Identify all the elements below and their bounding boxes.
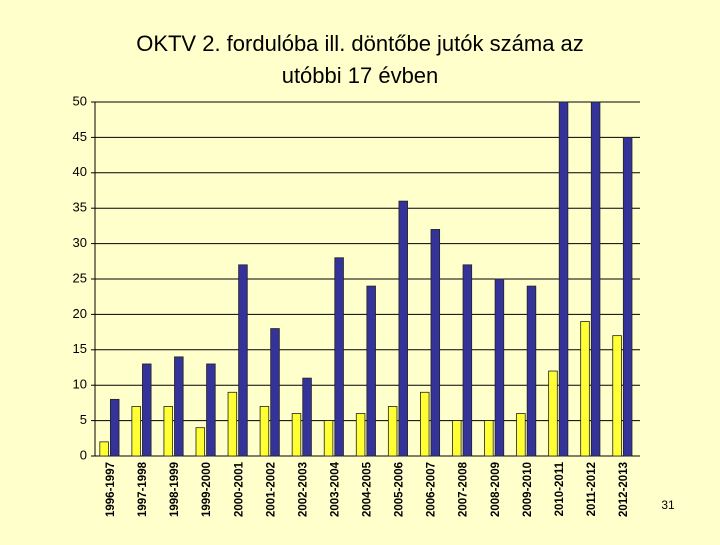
bar	[419, 391, 430, 457]
bar	[516, 413, 526, 457]
bar	[163, 406, 173, 457]
y-tick-label: 35	[73, 200, 87, 215]
bar	[612, 335, 622, 457]
x-tick-label: 2011-2012	[586, 462, 598, 516]
x-tick-label: 2007-2008	[458, 461, 470, 517]
bar	[334, 257, 344, 457]
bar	[291, 413, 302, 457]
x-tick-label: 2010-2011	[554, 461, 566, 516]
y-tick-label: 40	[73, 164, 87, 179]
y-tick-label: 20	[73, 306, 87, 321]
bar	[558, 101, 569, 457]
x-tick-label: 1998-1999	[169, 462, 181, 517]
x-tick-label: 2009-2010	[522, 462, 534, 517]
y-tick-label: 50	[73, 93, 87, 108]
bar	[548, 370, 558, 457]
bar	[99, 441, 109, 457]
x-tick-label: 2002-2003	[297, 462, 309, 517]
bar	[494, 278, 505, 457]
bar	[590, 101, 601, 457]
bar	[227, 391, 238, 457]
bar	[131, 406, 141, 457]
x-tick-label: 2008-2009	[490, 462, 502, 517]
y-tick-label: 15	[73, 341, 87, 356]
x-tick-label: 2004-2005	[362, 461, 374, 517]
bar	[452, 420, 462, 457]
bar	[270, 328, 280, 457]
y-tick-label: 25	[73, 270, 87, 285]
bar	[398, 200, 408, 457]
bar	[366, 285, 376, 457]
bar	[622, 136, 633, 457]
x-tick-label: 2006-2007	[426, 462, 438, 517]
x-tick-label: 1999-2000	[201, 462, 213, 517]
bar	[206, 363, 216, 457]
bar	[323, 420, 334, 457]
x-tick-label: 2012-2013	[618, 462, 630, 517]
x-tick-label: 2005-2006	[394, 462, 406, 517]
bar	[195, 427, 206, 457]
bar	[526, 285, 537, 457]
chart-title: OKTV 2. fordulóba ill. döntőbe jutók szá…	[136, 31, 584, 56]
chart-title: utóbbi 17 évben	[282, 63, 439, 88]
bar	[109, 398, 120, 457]
bar	[355, 413, 366, 457]
y-tick-label: 45	[73, 129, 87, 144]
bar	[174, 356, 184, 457]
x-tick-label: 2001-2002	[265, 462, 277, 517]
y-tick-label: 30	[73, 235, 87, 250]
y-tick-label: 5	[80, 412, 87, 427]
y-tick-label: 10	[73, 377, 87, 392]
x-tick-label: 1997-1998	[137, 461, 149, 517]
bar	[238, 264, 248, 457]
bar	[580, 321, 590, 457]
x-tick-label: 1996-1997	[105, 462, 117, 517]
bar	[142, 363, 152, 457]
bar	[484, 420, 494, 457]
y-tick-label: 0	[80, 447, 87, 462]
bar	[462, 264, 473, 457]
bar	[259, 406, 270, 457]
x-tick-label: 2000-2001	[233, 461, 245, 517]
bar	[387, 406, 398, 457]
page-number: 31	[661, 498, 675, 512]
bar	[430, 229, 441, 457]
x-tick-label: 2003-2004	[329, 461, 341, 517]
bar	[302, 377, 312, 457]
